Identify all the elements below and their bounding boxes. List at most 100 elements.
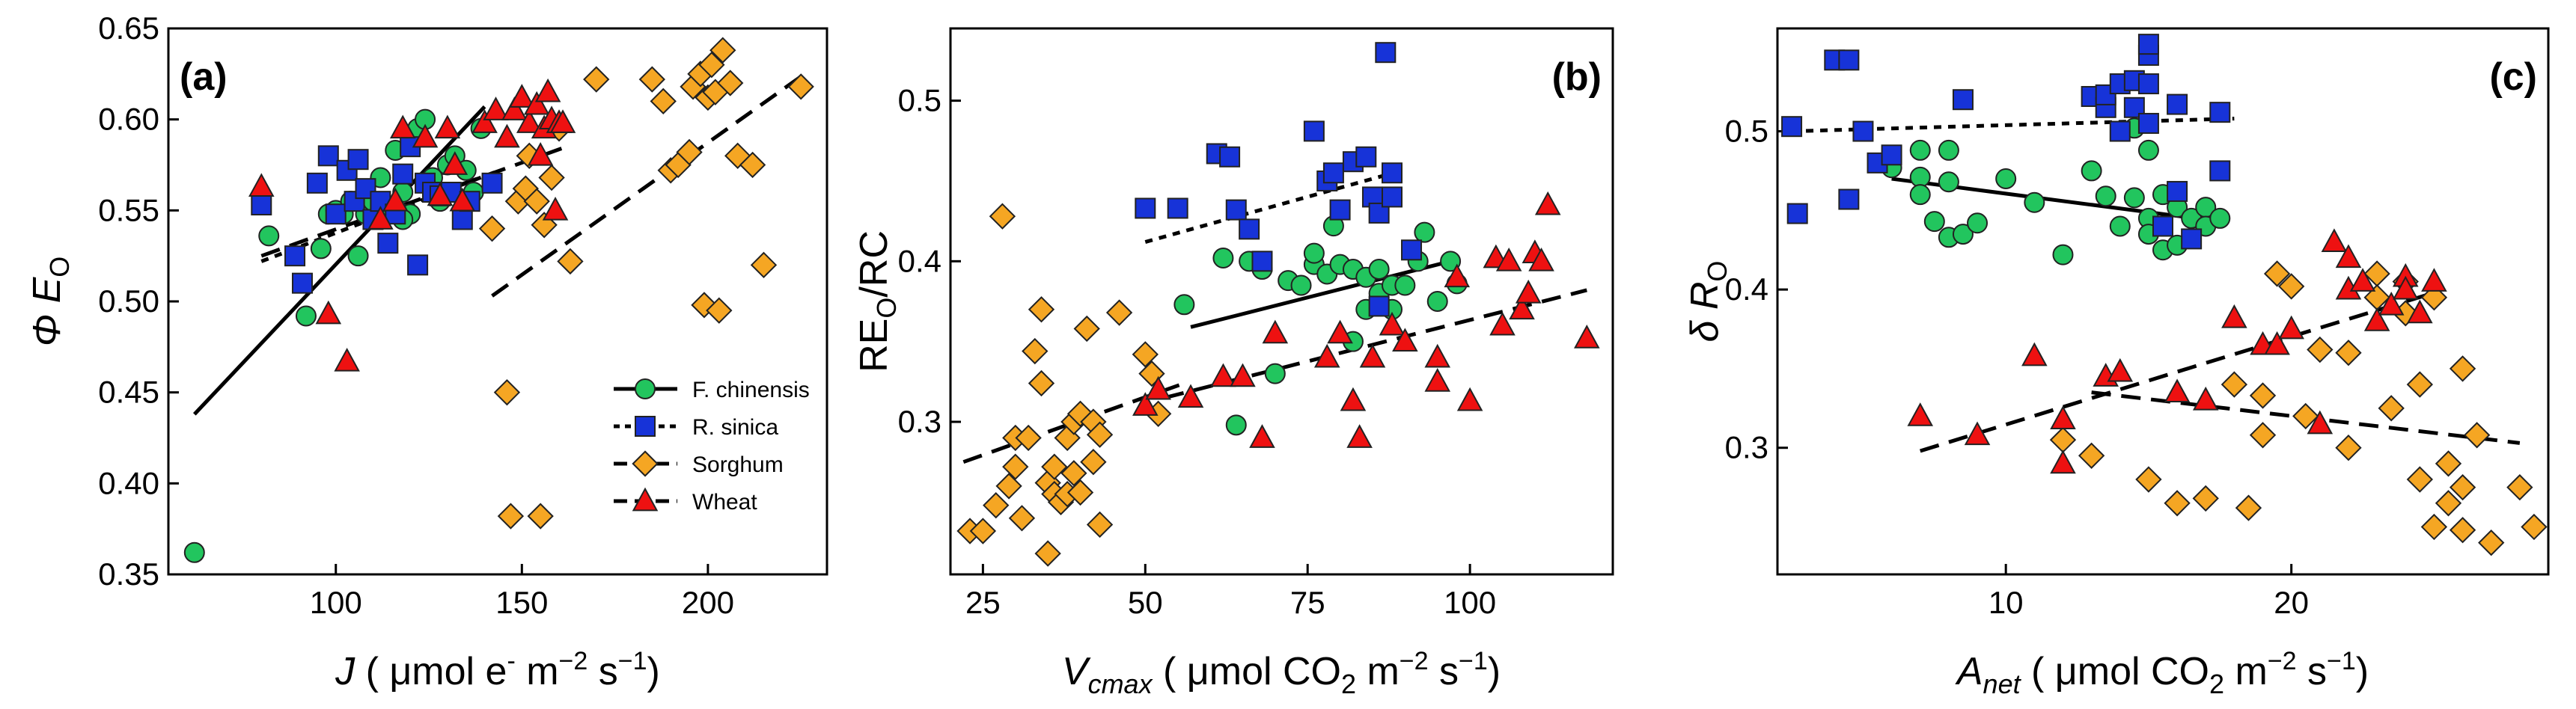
point-wheat (516, 109, 543, 133)
point-sorghum (969, 518, 997, 544)
legend-marker (632, 450, 659, 477)
point-wheat (2221, 304, 2247, 328)
points-c (1781, 34, 2548, 556)
point-sorghum (989, 203, 1016, 230)
point-r-sinica (407, 254, 429, 276)
point-sorghum (2406, 371, 2433, 398)
point-r-sinica (481, 172, 503, 194)
fit-line-f-chinensis (1190, 257, 1458, 329)
point-sorghum (2435, 450, 2462, 477)
point-wheat (549, 109, 576, 133)
point-r-sinica (1852, 120, 1874, 142)
point-wheat (2164, 378, 2191, 403)
point-wheat (1509, 295, 1535, 320)
y-tick-label: 0.65 (98, 10, 159, 46)
point-f-chinensis (1938, 139, 1959, 161)
point-r-sinica (1322, 162, 1344, 184)
panel-a: (a) Φ EO J ( μmol e- m−2 s−1) 100 150 200 0… (25, 10, 828, 693)
legend: F. chinensis R. sinica Sorghum Wheat (614, 378, 810, 515)
point-sorghum (2135, 466, 2162, 493)
point-f-chinensis (1995, 168, 2017, 190)
fit-line-f-chinensis (192, 105, 486, 416)
point-r-sinica (1375, 42, 1397, 64)
point-r-sinica (1239, 218, 1260, 240)
point-sorghum (2406, 466, 2433, 493)
x-axis-label-a: J ( μmol e- m−2 s−1) (335, 647, 660, 693)
point-sorghum (2192, 485, 2219, 512)
point-r-sinica (1219, 146, 1241, 168)
y-tick-label: 0.40 (98, 465, 159, 500)
point-sorghum (1028, 296, 1055, 323)
y-tick-label: 0.45 (98, 375, 159, 410)
point-sorghum (1002, 453, 1029, 480)
panel-b: (b) REO/RC Vcmax ( μmol CO2 m−2 s−1) 25 5… (852, 27, 1614, 699)
fit-line-wheat (260, 144, 567, 258)
point-sorghum (983, 492, 1010, 519)
point-r-sinica (325, 203, 347, 225)
point-r-sinica (1167, 197, 1188, 219)
point-wheat (534, 78, 561, 102)
point-sorghum (706, 297, 733, 324)
point-r-sinica (1368, 295, 1390, 317)
points-a (183, 37, 814, 563)
point-wheat (2050, 405, 2076, 429)
point-sorghum (2235, 494, 2262, 521)
point-wheat (434, 114, 461, 139)
point-wheat (2264, 331, 2290, 355)
point-wheat (1534, 191, 1561, 215)
point-sorghum (493, 379, 521, 406)
point-wheat (2321, 228, 2348, 253)
point-wheat (334, 347, 360, 372)
point-wheat (2278, 315, 2304, 340)
point-f-chinensis (1264, 363, 1286, 384)
point-wheat (2392, 275, 2419, 300)
point-sorghum (527, 503, 554, 530)
point-sorghum (2049, 426, 2077, 453)
point-wheat (1177, 384, 1204, 408)
point-f-chinensis (183, 541, 205, 563)
point-f-chinensis (258, 225, 280, 247)
point-sorghum (2335, 340, 2362, 366)
point-f-chinensis (2081, 160, 2102, 182)
point-f-chinensis (1414, 221, 1435, 243)
point-r-sinica (1382, 162, 1403, 184)
point-wheat (523, 90, 550, 115)
point-sorghum (1080, 449, 1107, 476)
point-r-sinica (1329, 199, 1351, 221)
point-sorghum (2506, 473, 2533, 501)
point-wheat (2107, 357, 2134, 382)
y-tick-label: 0.55 (98, 192, 159, 227)
point-r-sinica (377, 233, 399, 254)
point-r-sinica (1355, 146, 1377, 168)
point-f-chinensis (1967, 212, 1989, 234)
panel-label-a: (a) (180, 55, 228, 99)
point-wheat (1145, 375, 1171, 400)
point-sorghum (650, 88, 677, 114)
point-wheat (315, 300, 342, 325)
point-wheat (1424, 343, 1451, 368)
point-wheat (1528, 247, 1554, 271)
point-wheat (1392, 328, 1418, 352)
point-r-sinica (2167, 93, 2188, 115)
point-sorghum (1034, 540, 1061, 567)
x-tick-label: 200 (682, 585, 734, 620)
point-f-chinensis (2209, 207, 2231, 229)
y-axis-label-c: δ RO (1683, 261, 1733, 343)
point-wheat (494, 123, 520, 148)
point-wheat (1907, 402, 1934, 426)
point-r-sinica (251, 194, 272, 216)
point-f-chinensis (1368, 259, 1390, 280)
point-wheat (1230, 363, 1256, 387)
point-r-sinica (1135, 197, 1156, 219)
point-wheat (1964, 421, 1991, 446)
point-wheat (2021, 342, 2048, 366)
point-wheat (1210, 363, 1236, 387)
plot-frame-c (1776, 27, 2550, 576)
point-r-sinica (1786, 203, 1808, 224)
point-sorghum (1028, 369, 1055, 397)
fit-lines-b (962, 168, 1587, 464)
point-f-chinensis (2024, 191, 2045, 213)
point-sorghum (2249, 422, 2277, 449)
point-wheat (2050, 449, 2076, 474)
point-f-chinensis (1290, 274, 1312, 296)
